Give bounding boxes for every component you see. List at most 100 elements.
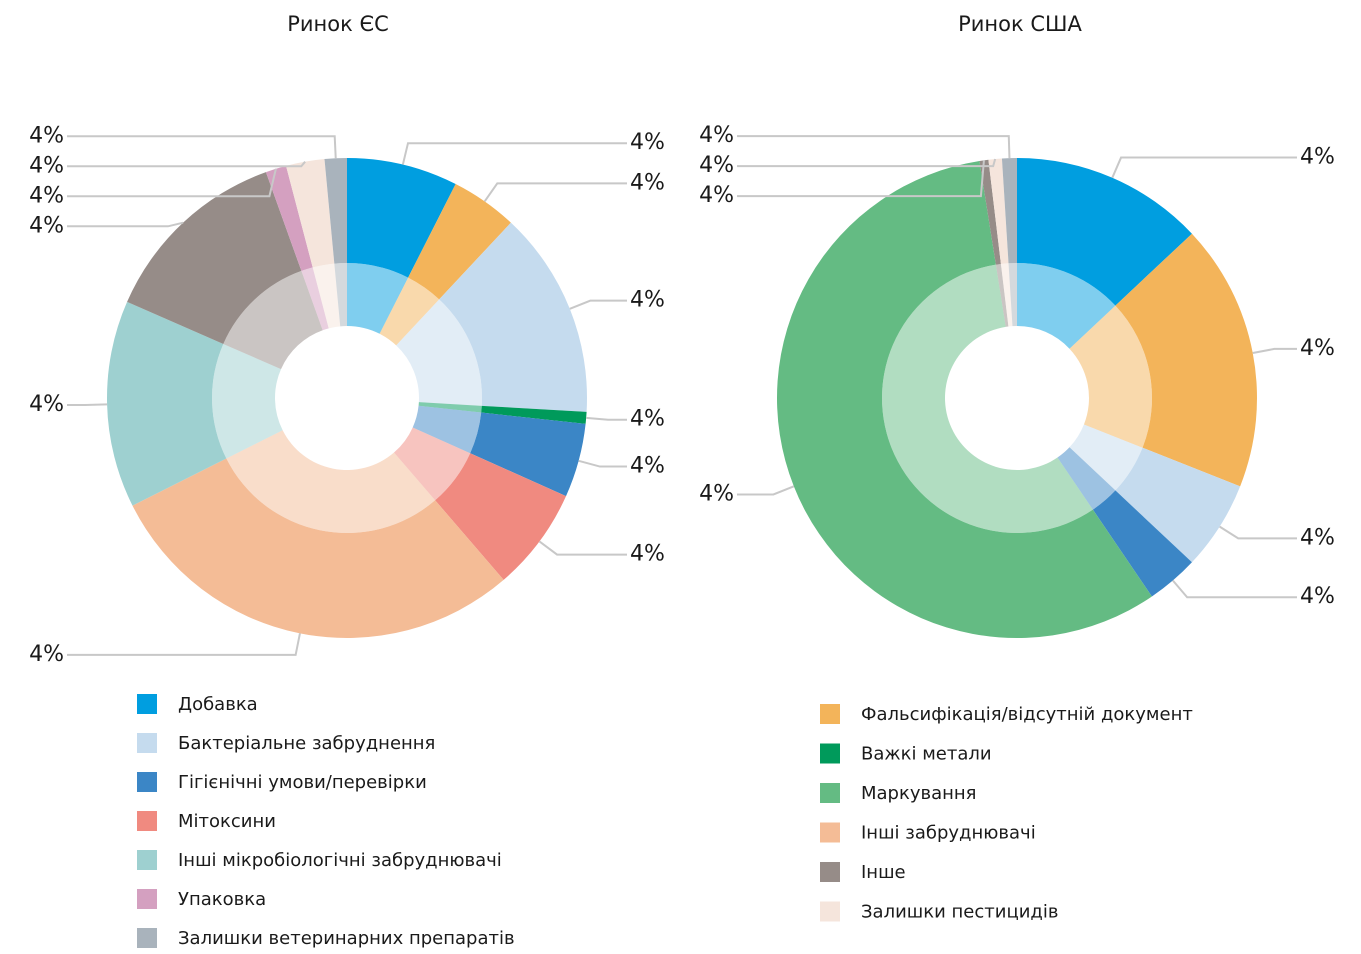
callout-label: 4% (699, 183, 734, 208)
slice (1092, 490, 1192, 597)
inner-slice (1069, 305, 1152, 448)
slice (1001, 158, 1017, 264)
callout-label: 4% (630, 454, 665, 479)
slice (408, 184, 511, 300)
inner-slice (396, 299, 482, 406)
inner-slice (412, 405, 482, 454)
callout-label: 4% (29, 213, 64, 238)
legend-label: Мітоксини (178, 811, 276, 832)
slice (439, 222, 587, 412)
slice (347, 158, 456, 278)
legend-label: Інше (861, 862, 906, 883)
slice (106, 301, 227, 506)
slice (435, 453, 567, 580)
legend-label: Бактеріальне забруднення (178, 733, 435, 754)
callout-label: 4% (29, 153, 64, 178)
leader-line (578, 459, 627, 468)
chart-title: Ринок ЄС (287, 12, 389, 36)
leader-line (67, 221, 184, 228)
inner-slice (226, 430, 436, 533)
inner-slice (881, 264, 1093, 533)
leader-line (67, 633, 301, 656)
legend-label: Гігієнічні умови/перевірки (178, 772, 427, 793)
callout-label: 4% (699, 123, 734, 148)
leader-line (1111, 156, 1297, 179)
legend-label: Інші мікробіологічні забруднювачі (178, 850, 502, 871)
legend-label: Залишки пестицидів (861, 902, 1058, 923)
legend-swatch (820, 783, 840, 803)
legend-swatch (137, 772, 157, 792)
slice (127, 172, 302, 344)
leader-line (67, 135, 337, 159)
leader-line (401, 142, 627, 165)
legend-swatch (820, 822, 840, 843)
legend-swatch (137, 928, 157, 948)
callout-label: 4% (1300, 584, 1335, 609)
callout-label: 4% (630, 170, 665, 195)
legend-label: Фальсифікація/відсутній документ (861, 704, 1193, 725)
leader-line (737, 135, 1011, 159)
inner-slice (995, 263, 1009, 327)
inner-slice (223, 270, 323, 370)
callout-label: 4% (630, 407, 665, 432)
slice (265, 165, 313, 271)
inner-slice (1057, 447, 1116, 510)
callout-label: 4% (1300, 145, 1335, 170)
legend-label: Упаковка (178, 889, 266, 910)
slice (1115, 447, 1241, 563)
leader-line (1172, 579, 1297, 599)
leader-line (1252, 347, 1297, 355)
slice (988, 158, 1009, 264)
inner-slice (1017, 263, 1116, 349)
callout-label: 4% (29, 183, 64, 208)
callout-label: 4% (630, 288, 665, 313)
leader-line (1219, 525, 1297, 540)
slice (1017, 158, 1192, 306)
inner-slice (1008, 263, 1017, 327)
legend-swatch (137, 850, 157, 870)
legend-swatch (820, 862, 840, 882)
callout-label: 4% (29, 392, 64, 417)
legend-swatch (137, 694, 157, 714)
slice (470, 412, 586, 497)
leader-line (67, 403, 108, 406)
slice (1115, 233, 1258, 487)
legend-label: Залишки ветеринарних препаратів (178, 928, 515, 949)
legend-swatch (137, 811, 157, 831)
leader-line (737, 158, 997, 168)
slice (286, 159, 335, 268)
legend-swatch (820, 704, 840, 724)
slice (979, 159, 1001, 265)
legend-label: Важкі метали (861, 744, 992, 765)
leader-line (737, 160, 985, 198)
inner-slice (1000, 263, 1013, 327)
callout-label: 4% (699, 481, 734, 506)
inner-slice (1069, 424, 1143, 491)
callout-label: 4% (630, 542, 665, 567)
legend-swatch (820, 743, 840, 764)
inner-slice (301, 267, 329, 331)
inner-slice (334, 263, 347, 327)
leader-line (538, 540, 627, 556)
inner-slice (212, 343, 283, 459)
legend-swatch (820, 901, 840, 922)
slice (481, 405, 587, 424)
leader-line (586, 416, 627, 421)
legend-label: Інші забруднювачі (861, 823, 1036, 844)
callout-label: 4% (29, 642, 64, 667)
inner-slice (418, 402, 482, 413)
slice (777, 160, 1152, 638)
inner-slice (393, 427, 471, 501)
slice (132, 458, 504, 638)
leader-line (569, 299, 627, 310)
legend-swatch (137, 889, 157, 909)
callout-label: 4% (630, 130, 665, 155)
callout-label: 4% (1300, 525, 1335, 550)
slice (324, 158, 347, 264)
legend-label: Маркування (861, 783, 977, 804)
inner-slice (312, 263, 341, 329)
leader-line (483, 182, 627, 202)
callout-label: 4% (29, 123, 64, 148)
legend-label: Добавка (178, 694, 258, 715)
